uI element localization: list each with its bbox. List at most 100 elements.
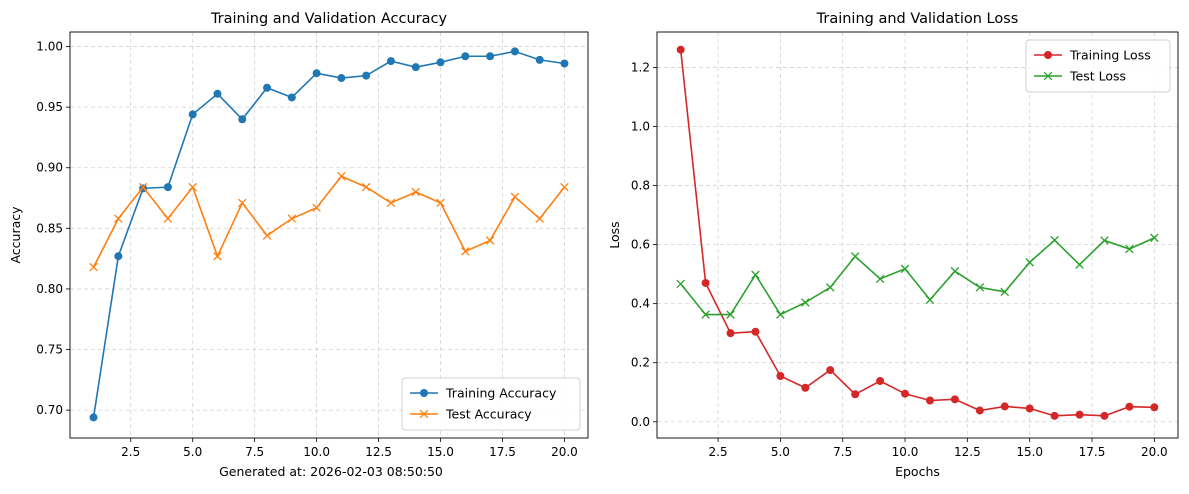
x-tick-label: 12.5	[365, 445, 392, 459]
loss-chart: 2.5 5.0 7.5 10.0 12.5 15.0 17.5 20.0 0.0 0.2 0.4 0.…	[607, 11, 1179, 479]
data-point	[876, 377, 885, 386]
y-tick-label: 0.85	[36, 221, 63, 235]
data-point	[751, 327, 760, 336]
data-point	[1075, 260, 1084, 269]
data-point	[287, 214, 297, 223]
data-point	[875, 274, 885, 284]
data-point	[436, 58, 445, 67]
y-tick-label: 0.2	[631, 356, 650, 370]
data-point	[213, 251, 222, 261]
x-tick-label: 15.0	[427, 445, 454, 459]
data-point	[1050, 235, 1059, 245]
data-point	[1025, 404, 1034, 413]
data-point	[262, 231, 272, 240]
data-point	[1125, 402, 1134, 411]
x-tick-label: 15.0	[1016, 445, 1043, 459]
data-point	[776, 371, 785, 380]
data-point	[163, 183, 172, 192]
y-tick-label: 0.4	[631, 297, 650, 311]
data-point	[901, 389, 910, 398]
data-point	[776, 310, 785, 319]
data-point	[213, 89, 222, 98]
series-line	[92, 175, 566, 268]
plot-frame	[656, 31, 1179, 439]
data-point	[726, 329, 735, 338]
data-point	[485, 236, 495, 245]
plot-frame	[69, 31, 589, 439]
data-point	[114, 252, 123, 261]
data-point	[676, 279, 685, 289]
legend: Training Accuracy Test Accuracy	[401, 377, 581, 431]
data-point	[163, 214, 173, 223]
legend-marker	[420, 389, 428, 397]
data-point	[1100, 236, 1109, 245]
data-point	[701, 310, 710, 319]
chart-title: Training and Validation Accuracy	[210, 11, 448, 27]
data-point	[925, 396, 934, 405]
legend-marker	[1044, 51, 1052, 59]
x-tick-label: 7.5	[245, 445, 264, 459]
data-point	[312, 203, 321, 212]
data-point	[361, 182, 371, 192]
generated-timestamp: Generated at: 2026-02-03 08:50:50	[219, 464, 443, 479]
data-point	[851, 390, 860, 399]
data-point	[1150, 403, 1159, 412]
data-point	[1050, 411, 1059, 420]
legend-label: Training Accuracy	[445, 386, 557, 401]
data-point	[850, 252, 860, 261]
data-point	[950, 395, 959, 404]
x-tick-label: 10.0	[303, 445, 330, 459]
data-point	[287, 93, 296, 102]
grid	[657, 32, 1178, 438]
data-point	[701, 278, 710, 287]
data-point	[801, 383, 810, 392]
series-line	[680, 237, 1155, 316]
y-axis-label: Loss	[607, 221, 622, 248]
data-point	[89, 413, 98, 422]
data-point	[436, 198, 445, 208]
data-point	[188, 182, 197, 192]
y-tick-label: 0.6	[631, 238, 650, 252]
legend-label: Test Loss	[1069, 69, 1126, 84]
data-point	[1125, 244, 1134, 254]
data-point	[188, 110, 197, 119]
x-tick-label: 2.5	[709, 445, 728, 459]
data-point	[114, 214, 123, 223]
data-point	[386, 198, 396, 208]
data-point	[238, 115, 247, 124]
data-point	[1000, 402, 1009, 411]
data-point	[751, 270, 760, 279]
y-tick-label: 0.8	[631, 179, 650, 193]
y-axis-label: Accuracy	[8, 206, 23, 264]
legend-marker	[419, 409, 429, 419]
x-tick-label: 12.5	[954, 445, 981, 459]
y-tick-label: 0.75	[36, 343, 63, 357]
data-point	[925, 295, 935, 305]
x-tick-label: 7.5	[833, 445, 852, 459]
data-point	[825, 283, 835, 292]
y-tick-label: 1.2	[631, 60, 650, 74]
data-point	[726, 310, 735, 319]
data-point	[237, 198, 247, 208]
data-point	[461, 247, 470, 256]
data-point	[975, 406, 984, 415]
data-point	[486, 52, 495, 61]
data-point	[1025, 258, 1034, 267]
series-line	[92, 50, 565, 418]
accuracy-chart: 2.5 5.0 7.5 10.0 12.5 15.0 17.5 20.0 0.70 0.75 0.8…	[8, 11, 589, 459]
data-point	[461, 52, 470, 61]
data-point	[138, 182, 148, 192]
data-point	[1075, 410, 1084, 419]
x-tick-label: 17.5	[489, 445, 516, 459]
data-point	[535, 55, 544, 64]
data-point	[337, 74, 346, 83]
data-point	[312, 69, 321, 78]
legend-label: Test Accuracy	[445, 407, 532, 422]
x-tick-label: 2.5	[121, 445, 140, 459]
data-point	[1100, 411, 1109, 420]
legend-frame	[1025, 39, 1171, 93]
data-point	[1000, 287, 1010, 297]
legend-label: Training Loss	[1069, 48, 1151, 63]
data-point	[535, 214, 544, 223]
